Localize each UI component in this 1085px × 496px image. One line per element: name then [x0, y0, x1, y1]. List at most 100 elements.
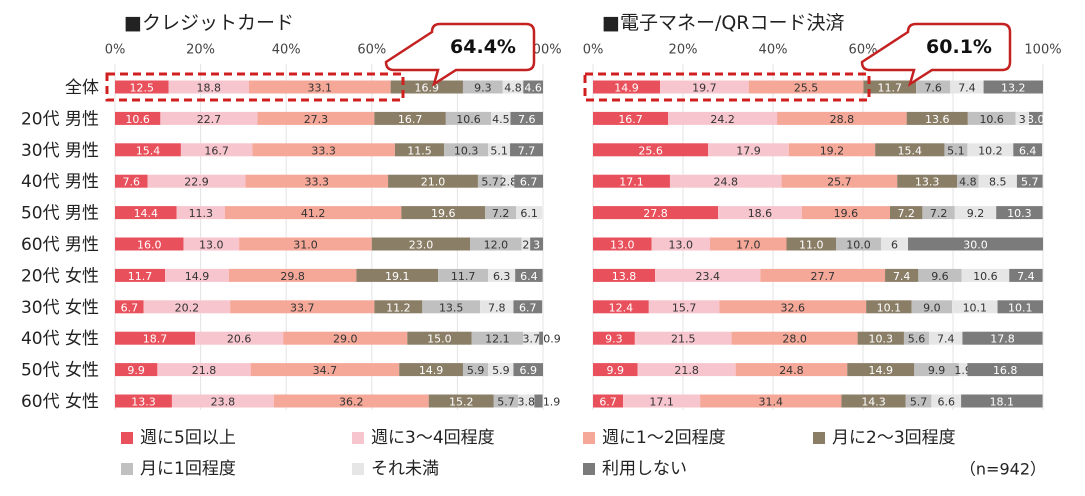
bar-segment	[922, 206, 955, 220]
category-label: 30代 男性	[21, 141, 99, 161]
data-label: 18.6	[748, 207, 773, 220]
bar-segment	[905, 394, 932, 408]
data-label: 10.1	[1008, 301, 1033, 314]
data-label: 7.6	[924, 82, 942, 95]
callout-value: 60.1%	[926, 36, 992, 58]
bar-segment	[961, 268, 1010, 282]
bar-segment	[962, 331, 1043, 345]
data-label: 10.6	[973, 270, 998, 283]
x-tick-label: 60%	[357, 43, 386, 58]
data-label: 5.1	[490, 144, 508, 157]
data-label: 28.8	[830, 113, 855, 126]
data-label: 7.4	[893, 270, 911, 283]
category-label: 30代 女性	[21, 298, 99, 318]
callout-bubble	[860, 22, 1012, 87]
data-label: 20.6	[227, 333, 252, 346]
bar-segment	[502, 174, 515, 188]
bar-segment	[708, 143, 789, 157]
data-label: 13.0	[199, 239, 224, 252]
bar-segment	[530, 237, 543, 251]
data-label: 10.3	[869, 333, 894, 346]
data-label: 3	[1019, 113, 1026, 126]
legend-swatch	[121, 463, 133, 475]
data-label: 31.4	[759, 396, 784, 409]
bar-segment	[944, 143, 968, 157]
legend-label: 月に2〜3回程度	[832, 428, 956, 448]
bar-segment	[637, 363, 736, 377]
data-label: 13.5	[439, 301, 464, 314]
data-label: 10.2	[978, 144, 1003, 157]
bar-segment	[515, 268, 543, 282]
bar-segment	[407, 331, 472, 345]
data-label: 10.6	[125, 113, 150, 126]
data-label: 14.3	[861, 396, 886, 409]
data-label: 27.7	[810, 270, 835, 283]
legend-label: 週に3〜4回程度	[371, 428, 495, 448]
data-label: 11.3	[189, 207, 214, 220]
data-label: 14.9	[614, 82, 639, 95]
data-label: 11.2	[386, 301, 411, 314]
data-label: 25.5	[794, 82, 819, 95]
bar-segment	[634, 331, 732, 345]
bar-segment	[1013, 143, 1043, 157]
bar-segment	[160, 111, 258, 125]
bar-segment	[502, 80, 524, 94]
data-label: 16.8	[993, 364, 1018, 377]
bar-segment	[718, 206, 802, 220]
legend-label: 利用しない	[602, 459, 687, 479]
bar-segment	[438, 268, 489, 282]
data-label: 25.6	[638, 144, 663, 157]
bar-segment	[731, 331, 858, 345]
data-label: 24.8	[714, 176, 739, 189]
data-label: 15.7	[672, 301, 697, 314]
data-label: 21.0	[421, 176, 446, 189]
bar-segment	[513, 300, 543, 314]
data-label: 25.7	[827, 176, 852, 189]
sample-size-label: （n=942）	[960, 460, 1046, 479]
data-label: 6.7	[520, 176, 538, 189]
bar-segment	[983, 80, 1043, 94]
data-label: 13.8	[612, 270, 637, 283]
data-label: 34.7	[313, 364, 338, 377]
data-label: 6.1	[520, 207, 538, 220]
data-label: 12.5	[130, 82, 155, 95]
bar-segment	[390, 80, 463, 94]
category-label: 40代 男性	[21, 172, 99, 192]
data-label: 10.1	[963, 301, 988, 314]
bar-segment	[493, 394, 519, 408]
bar-segment	[593, 174, 670, 188]
bar-segment	[488, 143, 511, 157]
data-label: 5.6	[908, 333, 926, 346]
data-label: 4.6	[524, 82, 542, 95]
bar-segment	[593, 80, 661, 94]
bar-segment	[224, 206, 402, 220]
data-label: 12.1	[485, 333, 510, 346]
data-label: 19.7	[692, 82, 717, 95]
bar-segment	[516, 206, 543, 220]
bar-segment	[257, 111, 375, 125]
bar-segment	[513, 363, 543, 377]
bar-segment	[885, 268, 919, 282]
data-label: 27.3	[304, 113, 329, 126]
bar-segment	[967, 143, 1014, 157]
bar-segment	[183, 237, 240, 251]
data-label: 18.7	[143, 333, 168, 346]
data-label: 41.2	[301, 207, 326, 220]
data-label: 36.2	[339, 396, 364, 409]
bar-segment	[950, 80, 984, 94]
bar-segment	[356, 268, 439, 282]
bar-segment	[374, 111, 446, 125]
x-tick-label: 20%	[669, 43, 698, 58]
bar-segment	[401, 206, 486, 220]
bar-segment	[997, 300, 1043, 314]
bar-segment	[735, 363, 848, 377]
data-label: 16.7	[204, 144, 229, 157]
bar-segment	[157, 363, 251, 377]
bar-segment	[700, 394, 842, 408]
bar-segment	[857, 331, 904, 345]
bar-segment	[491, 111, 511, 125]
data-label: 8.5	[989, 176, 1007, 189]
x-tick-label: 20%	[186, 43, 215, 58]
bar-segment	[283, 331, 408, 345]
data-label: 6.6	[938, 396, 956, 409]
